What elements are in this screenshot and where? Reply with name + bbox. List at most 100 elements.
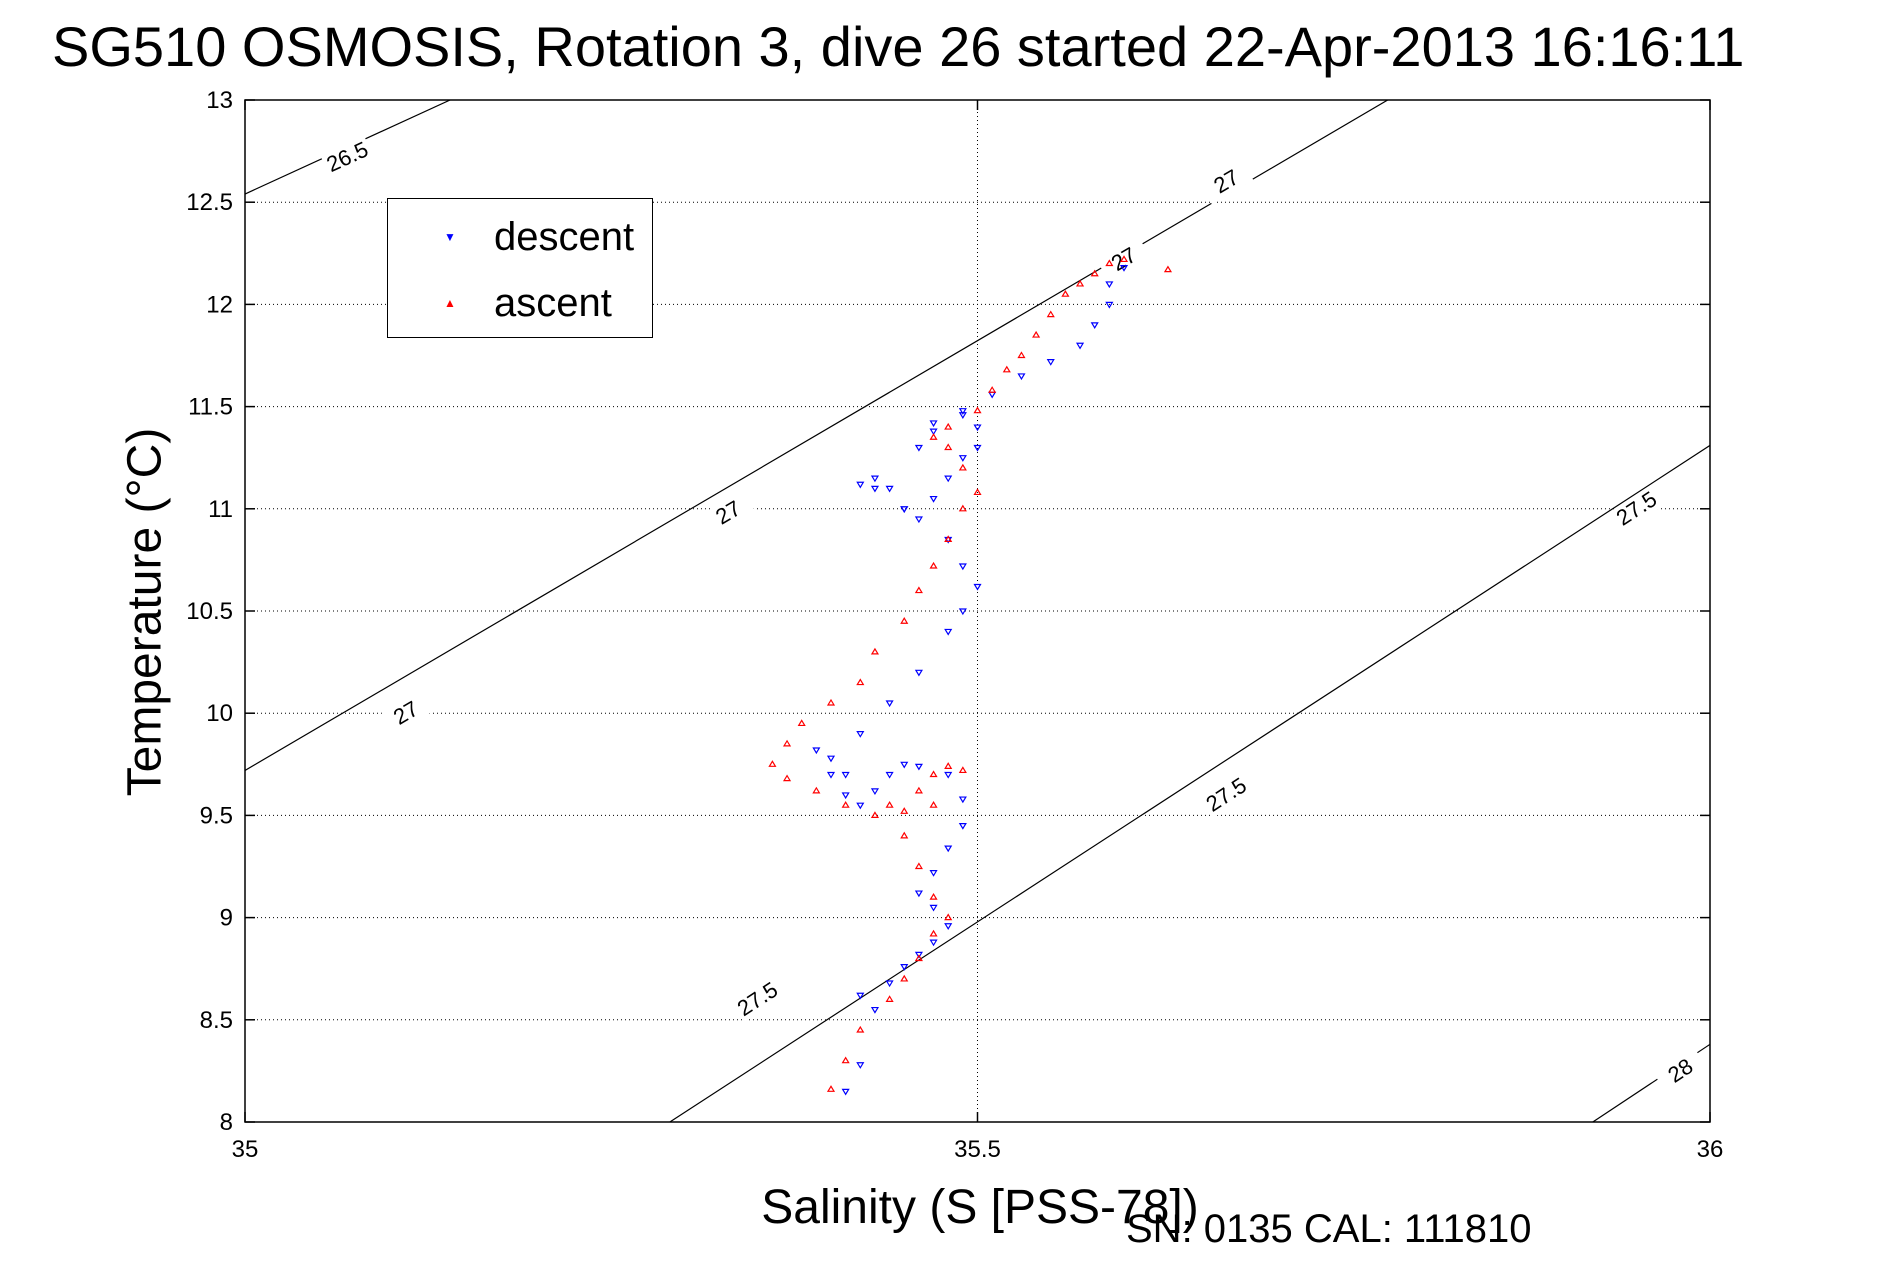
- descent-marker: [1105, 301, 1114, 309]
- descent-marker: [900, 506, 909, 513]
- ascent-marker: [914, 862, 923, 870]
- triangle-up-icon: ▲: [444, 296, 456, 310]
- ascent-marker: [973, 406, 982, 414]
- descent-marker: [944, 923, 953, 930]
- descent-marker: [885, 980, 894, 988]
- descent-marker: [929, 904, 938, 912]
- ascent-marker: [900, 974, 909, 982]
- descent-marker: [1105, 281, 1114, 289]
- ascent-marker: [1090, 269, 1099, 277]
- descent-marker: [929, 870, 938, 877]
- legend-item-ascent: ▲ ascent: [388, 273, 652, 333]
- x-tick-label: 36: [1697, 1136, 1724, 1163]
- ascent-marker: [944, 535, 953, 543]
- descent-marker: [958, 563, 967, 571]
- y-tick-label: 10.5: [186, 598, 233, 625]
- descent-marker: [944, 845, 953, 853]
- descent-marker: [856, 992, 865, 1000]
- descent-marker: [812, 747, 821, 755]
- ascent-marker: [914, 586, 923, 594]
- descent-marker: [929, 939, 938, 947]
- y-tick-label: 8: [220, 1109, 233, 1136]
- descent-marker: [914, 444, 923, 452]
- tick-labels: 35 35.5 36 8 8.5 9 9.5 10 10.5 11 11.5 12 12.5 13: [186, 87, 1723, 1163]
- x-axis-label: Salinity (S [PSS-78]): [761, 1181, 1199, 1234]
- descent-marker: [1119, 265, 1129, 272]
- ascent-marker: [826, 698, 836, 706]
- descent-marker: [885, 485, 894, 493]
- descent-marker: [841, 771, 850, 779]
- descent-marker: [900, 761, 909, 769]
- ascent-marker: [900, 807, 909, 814]
- legend: ▼ descent ▲ ascent: [387, 198, 653, 338]
- legend-item-descent: ▼ descent: [388, 207, 652, 267]
- ascent-marker: [929, 433, 938, 440]
- y-tick-label: 11.5: [188, 394, 233, 421]
- data-markers: [768, 255, 1173, 1096]
- ascent-marker: [1163, 265, 1173, 273]
- ascent-marker: [885, 801, 894, 808]
- ascent-marker: [914, 954, 923, 962]
- ascent-marker: [1017, 351, 1026, 359]
- ascent-marker: [1119, 255, 1129, 263]
- descent-marker: [944, 475, 953, 483]
- ascent-marker: [929, 801, 938, 808]
- ascent-marker: [841, 801, 850, 808]
- descent-marker: [870, 1006, 880, 1014]
- ascent-marker: [870, 811, 880, 819]
- ascent-marker: [929, 892, 938, 900]
- contour-label-bg: [379, 690, 433, 736]
- y-tick-label: 10: [206, 700, 233, 727]
- descent-marker: [914, 763, 923, 771]
- descent-marker: [929, 428, 938, 436]
- descent-marker: [944, 771, 953, 779]
- legend-label: descent: [494, 215, 635, 259]
- contour-label-bg: [731, 976, 785, 1023]
- descent-marker: [900, 964, 909, 971]
- ascent-marker: [929, 770, 938, 778]
- ascent-marker: [826, 1085, 836, 1092]
- ascent-marker: [914, 786, 923, 794]
- legend-label: ascent: [494, 281, 612, 325]
- ascent-marker: [1002, 365, 1011, 373]
- ascent-marker: [1105, 259, 1114, 267]
- ascent-marker: [870, 647, 880, 655]
- contour-label-bg: [1199, 771, 1254, 819]
- ascent-marker: [856, 1025, 865, 1033]
- descent-marker: [958, 796, 967, 804]
- ascent-marker: [782, 774, 792, 782]
- descent-marker: [944, 628, 953, 636]
- ascent-marker: [900, 617, 909, 624]
- descent-marker: [1046, 359, 1055, 366]
- descent-marker: [914, 890, 923, 898]
- descent-marker: [841, 1088, 850, 1096]
- descent-marker: [856, 481, 865, 489]
- axes: [244, 99, 1711, 1123]
- contour-label-bg: [1199, 159, 1254, 205]
- contour-label-bg: [320, 136, 375, 179]
- descent-marker: [870, 485, 880, 493]
- ascent-marker: [944, 762, 953, 769]
- descent-marker: [870, 475, 880, 483]
- y-tick-label: 9.5: [200, 802, 233, 829]
- ascent-marker: [782, 739, 792, 747]
- contour-label-bg: [701, 490, 756, 536]
- ascent-marker: [973, 488, 982, 496]
- descent-marker: [914, 669, 923, 677]
- descent-marker: [856, 731, 865, 738]
- descent-marker: [958, 823, 967, 830]
- y-tick-label: 8.5: [200, 1007, 233, 1034]
- ascent-marker: [929, 929, 938, 937]
- ascent-marker: [944, 443, 953, 451]
- descent-marker: [958, 408, 967, 415]
- ascent-marker: [1075, 279, 1085, 287]
- isopycnal-line: [669, 444, 1710, 1122]
- chart-title: SG510 OSMOSIS, Rotation 3, dive 26 start…: [52, 15, 1745, 78]
- x-tick-label: 35: [232, 1136, 259, 1163]
- ascent-marker: [1061, 290, 1070, 297]
- y-tick-label: 9: [220, 905, 233, 932]
- ascent-marker: [958, 463, 967, 471]
- descent-marker: [973, 424, 982, 432]
- y-tick-label: 11: [208, 496, 233, 523]
- contour-label-bg: [1097, 236, 1151, 282]
